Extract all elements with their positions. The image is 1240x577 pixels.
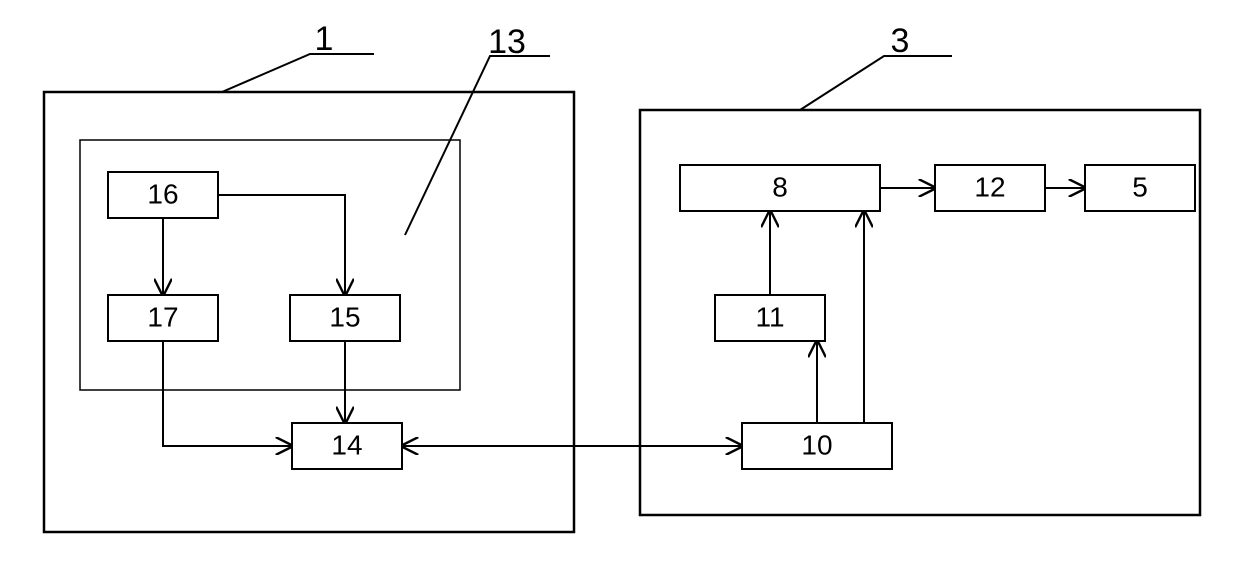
node-label-16: 16 [147,178,178,209]
node-label-17: 17 [147,301,178,332]
edge-17-14 [163,341,292,446]
leader-3 [800,56,952,110]
node-label-5: 5 [1132,171,1148,202]
node-label-11: 11 [755,301,784,332]
edge-16-15 [218,195,345,295]
node-label-14: 14 [331,429,362,460]
leader-13 [405,56,550,235]
outer-label-3: 3 [891,22,910,60]
node-label-8: 8 [772,171,788,202]
outer-label-13: 13 [488,23,526,61]
node-label-10: 10 [801,429,832,460]
nodes-group: 16 17 15 14 8 12 5 11 10 [108,165,1195,469]
leader-1 [222,54,374,92]
diagram-canvas: 1 13 3 16 17 15 14 8 12 5 11 10 [0,0,1240,577]
outer-label-1: 1 [315,20,334,58]
node-label-15: 15 [329,301,360,332]
node-label-12: 12 [974,171,1005,202]
